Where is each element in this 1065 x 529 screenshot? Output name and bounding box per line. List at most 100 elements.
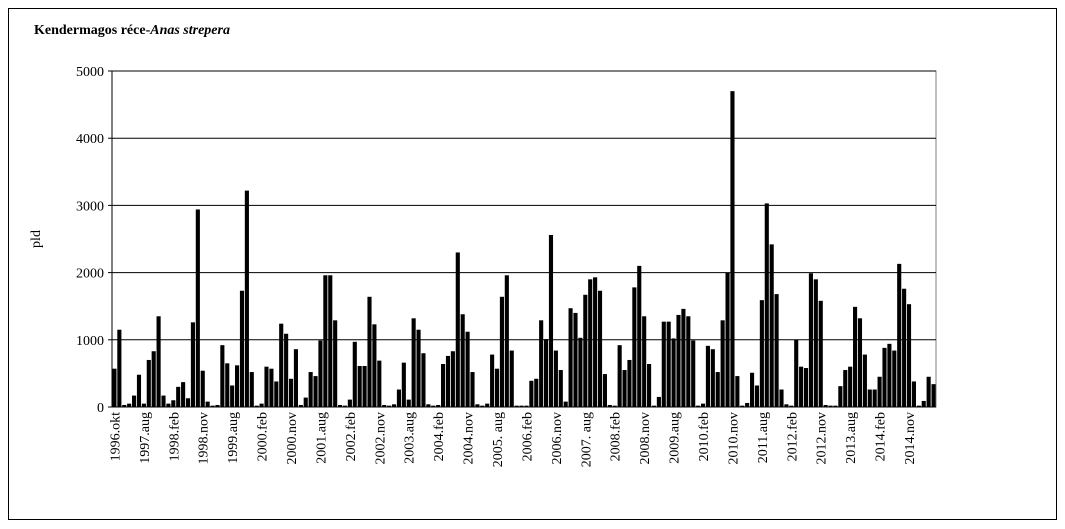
x-tick-label: 2003.aug [403, 412, 418, 464]
bar [813, 279, 818, 407]
bar [475, 404, 480, 407]
bar [769, 244, 774, 407]
bar [818, 300, 823, 407]
bar [529, 380, 534, 407]
bar [490, 354, 495, 407]
x-tick-label: 2008.feb [609, 412, 624, 461]
bar [200, 370, 205, 407]
bar [426, 404, 431, 407]
x-tick-label: 2002.nov [373, 412, 388, 465]
frame [8, 8, 1057, 520]
y-tick-label: 2000 [76, 267, 104, 282]
bar [764, 203, 769, 407]
bar [705, 345, 710, 407]
bar [185, 398, 191, 407]
bar [146, 359, 151, 407]
bar [313, 376, 318, 407]
bar [318, 340, 323, 407]
bar [637, 265, 642, 407]
bar [254, 405, 259, 407]
x-tick-label: 2008.nov [638, 412, 653, 465]
bar [259, 403, 264, 407]
bar [676, 314, 681, 407]
bar [656, 396, 661, 407]
bar [127, 403, 132, 407]
bar [210, 405, 215, 407]
bar [333, 320, 338, 407]
bar [455, 252, 460, 407]
bar [789, 405, 794, 407]
bar [151, 351, 156, 407]
x-tick-label: 2006.nov [550, 412, 565, 465]
bar [357, 366, 362, 407]
bar [666, 321, 671, 407]
bar [558, 370, 563, 407]
bar [264, 366, 269, 407]
x-tick-label: 2000.feb [256, 412, 271, 461]
y-tick-label: 4000 [76, 132, 104, 147]
bar [342, 405, 348, 407]
bar [578, 337, 583, 407]
bar [632, 287, 637, 407]
bar [607, 404, 612, 407]
bar [681, 308, 686, 407]
y-tick-label: 1000 [76, 334, 104, 349]
bar [926, 376, 931, 407]
x-tick-label: 2004.feb [432, 412, 447, 461]
bar [617, 345, 622, 407]
bar [323, 275, 328, 407]
bar [431, 405, 436, 407]
bar [347, 399, 352, 407]
bar [416, 329, 421, 407]
x-tick-label: 2010.nov [726, 412, 741, 465]
bar [627, 359, 632, 407]
bar [862, 354, 867, 407]
bar [367, 296, 372, 407]
bar [897, 263, 902, 407]
bar [362, 366, 367, 407]
bar [808, 273, 813, 407]
bar [686, 316, 691, 407]
bar [750, 372, 755, 407]
bar [877, 376, 882, 407]
bar [843, 370, 848, 407]
bar [857, 318, 863, 407]
bar [401, 362, 406, 407]
bar [720, 320, 725, 407]
bar [460, 314, 465, 407]
x-tick-label: 2006.feb [520, 412, 535, 461]
x-tick-label: 2009.aug [668, 412, 683, 464]
bar [274, 381, 279, 407]
bar [181, 382, 186, 407]
bar [647, 363, 652, 407]
bar [902, 288, 907, 407]
bar [911, 381, 916, 407]
bar [205, 401, 210, 407]
bar [391, 404, 397, 407]
bar [485, 403, 490, 407]
bar [396, 389, 401, 407]
bar [700, 403, 706, 407]
bar [803, 368, 809, 407]
bar [293, 349, 298, 407]
bar [215, 404, 220, 407]
bar [509, 350, 514, 407]
bar [176, 386, 181, 407]
title-main: Kendermagos réce- [34, 23, 151, 38]
bar [190, 322, 195, 407]
bar [519, 405, 524, 407]
bar [195, 209, 200, 407]
bar [799, 366, 804, 407]
bar [779, 389, 784, 407]
bar [823, 404, 828, 407]
bar [921, 400, 926, 407]
x-tick-label: 2014.nov [903, 412, 918, 465]
bar [377, 360, 382, 407]
bar [593, 277, 598, 407]
bar [622, 370, 627, 407]
chart-title: Kendermagos réce-Anas strepera [34, 23, 230, 38]
x-tick-label: 2011.aug [756, 412, 771, 463]
y-tick-label: 5000 [76, 65, 104, 80]
bar [725, 272, 730, 407]
